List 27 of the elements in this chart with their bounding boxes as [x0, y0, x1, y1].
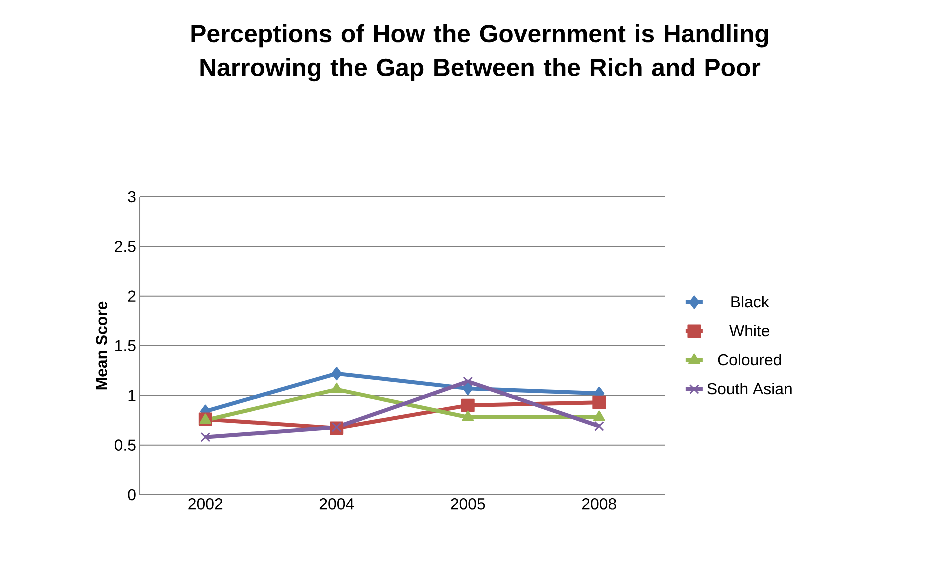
legend-label: Black: [732, 296, 770, 308]
point: [463, 376, 474, 387]
point: [462, 410, 474, 422]
y-tick-label: 2.5: [115, 241, 136, 252]
x-tick-label: 2004: [320, 498, 354, 510]
point: [332, 367, 342, 381]
chart-title: Perceptions of How the Government is Handling Narrowing the Gap Between the Rich and Poor: [192, 24, 768, 82]
y-tick-label: 0.5: [114, 440, 136, 451]
point: [462, 382, 474, 396]
point: [592, 396, 606, 410]
legend-label: White: [730, 324, 770, 337]
y-tick-label: 1.5: [116, 340, 136, 352]
point: [332, 422, 342, 432]
point: [461, 398, 475, 412]
y-axis-title: Mean Score: [96, 302, 108, 390]
y-tick-label: 2: [128, 290, 136, 302]
point: [594, 421, 604, 432]
point: [593, 410, 606, 422]
y-tick-label: 3: [128, 191, 136, 203]
point: [200, 432, 211, 442]
legend-label: South Asian: [708, 382, 792, 395]
x-tick-label: 2005: [451, 498, 486, 510]
y-tick-label: 1: [128, 390, 136, 402]
x-tick-label: 2008: [582, 498, 616, 510]
x-tick-label: 2002: [188, 498, 223, 510]
y-tick-label: 0: [128, 489, 136, 501]
legend-label: Coloured: [718, 354, 782, 366]
